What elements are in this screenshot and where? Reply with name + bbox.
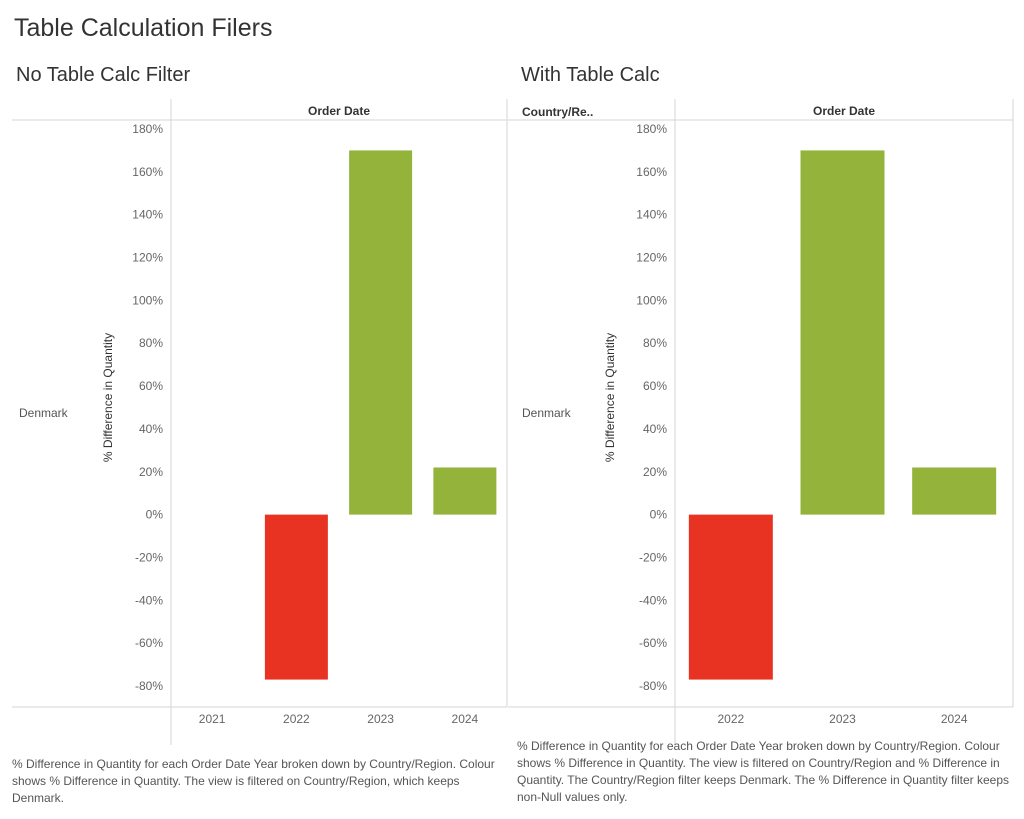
dashboard-title: Table Calculation Filers	[14, 14, 273, 42]
chart2-y-tick-label: 0%	[650, 508, 668, 522]
chart-caption-no-filter: % Difference in Quantity for each Order …	[12, 757, 495, 805]
chart1-x-tick-label: 2022	[283, 712, 310, 726]
chart1-y-tick-label: 100%	[132, 293, 163, 307]
chart2-y-tick-label: -60%	[639, 636, 667, 650]
chart2-bar-2022	[688, 514, 773, 680]
chart2-bar-2023	[800, 150, 885, 515]
chart2-x-tick-label: 2023	[829, 712, 856, 726]
chart2-y-tick-label: 40%	[643, 422, 667, 436]
chart2-y-tick-label: 120%	[636, 251, 667, 265]
chart1-y-tick-label: -40%	[135, 593, 163, 607]
chart1-y-axis-title: % Difference in Quantity	[101, 333, 115, 462]
chart2-row-label: Denmark	[522, 406, 572, 420]
chart1-y-tick-label: 40%	[139, 422, 163, 436]
chart1-y-tick-label: 180%	[132, 122, 163, 136]
chart2-y-tick-label: 80%	[643, 336, 667, 350]
chart2-y-tick-label: -40%	[639, 593, 667, 607]
sheet-title-no-filter: No Table Calc Filter	[16, 64, 191, 86]
chart1-y-tick-label: -20%	[135, 550, 163, 564]
chart2-y-tick-label: 140%	[636, 208, 667, 222]
chart1-bar-2023	[349, 150, 413, 515]
chart1-row-label: Denmark	[19, 406, 69, 420]
chart2-y-tick-label: 60%	[643, 379, 667, 393]
chart2-y-axis-title: % Difference in Quantity	[603, 333, 617, 462]
chart-caption-with-filter: % Difference in Quantity for each Order …	[517, 739, 1010, 804]
chart2-y-tick-label: 20%	[643, 465, 667, 479]
chart1-y-tick-label: 0%	[146, 508, 164, 522]
chart1-y-tick-label: 160%	[132, 165, 163, 179]
chart1-y-tick-label: -80%	[135, 679, 163, 693]
chart1-x-tick-label: 2024	[452, 712, 479, 726]
chart2-y-tick-label: 180%	[636, 122, 667, 136]
chart1-x-tick-label: 2023	[367, 712, 394, 726]
chart1-x-tick-label: 2021	[199, 712, 226, 726]
sheet-title-with-filter: With Table Calc	[521, 64, 660, 86]
chart1-y-tick-label: 140%	[132, 208, 163, 222]
chart2-y-tick-label: 100%	[636, 293, 667, 307]
chart2-x-tick-label: 2024	[941, 712, 968, 726]
chart2-y-tick-label: -80%	[639, 679, 667, 693]
chart1-y-tick-label: 20%	[139, 465, 163, 479]
chart2-x-tick-label: 2022	[717, 712, 744, 726]
chart1-y-tick-label: 80%	[139, 336, 163, 350]
chart2-row-header: Country/Re..	[522, 105, 593, 119]
chart2-bar-2024	[912, 467, 997, 515]
chart1-y-tick-label: 60%	[139, 379, 163, 393]
chart1-bar-2024	[433, 467, 497, 515]
chart2-column-header: Order Date	[813, 104, 875, 118]
chart1-y-tick-label: 120%	[132, 251, 163, 265]
chart2-y-tick-label: -20%	[639, 550, 667, 564]
chart1-y-tick-label: -60%	[135, 636, 163, 650]
chart1-column-header: Order Date	[308, 104, 370, 118]
chart1-bar-2022	[264, 514, 328, 680]
chart2-y-tick-label: 160%	[636, 165, 667, 179]
